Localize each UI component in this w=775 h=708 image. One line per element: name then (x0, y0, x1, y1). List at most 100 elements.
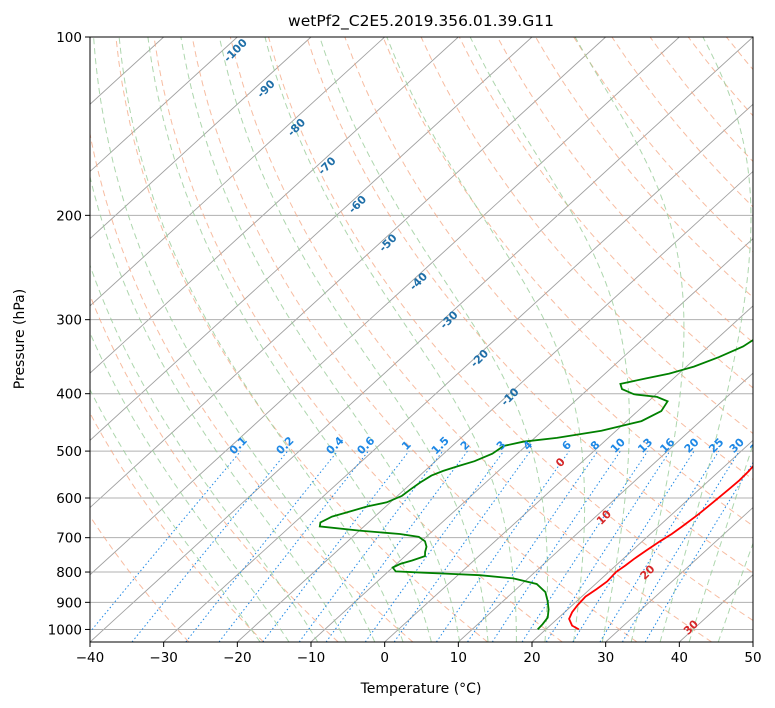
y-tick-label: 300 (56, 313, 82, 329)
sounding-profile-line (318, 338, 753, 631)
y-tick-label: 400 (56, 387, 82, 403)
mixing-ratio-lines (90, 450, 753, 642)
isotherm-line (310, 238, 753, 642)
dry-adiabat-line (726, 37, 753, 71)
moist-adiabat-label: 0 (553, 455, 568, 470)
x-tick-label: −30 (149, 650, 178, 666)
moist-adiabat-line (218, 37, 489, 642)
isotherm-line (90, 37, 680, 576)
mixing-ratio-label: 13 (635, 436, 655, 456)
x-tick-label: −10 (297, 650, 326, 666)
x-axis-ticks: −40 −30 −20 −10 0 10 20 30 40 50 (76, 642, 762, 666)
y-tick-label: 100 (56, 30, 82, 46)
isotherm-line (90, 37, 312, 240)
x-tick-label: −20 (223, 650, 252, 666)
chart-title: wetPf2_C2E5.2019.356.01.39.G11 (288, 12, 554, 31)
mixing-ratio-line (621, 450, 740, 642)
mixing-ratio-line (545, 450, 671, 642)
isotherm-line (384, 305, 753, 642)
mixing-ratio-line (131, 450, 288, 642)
isotherm-line (458, 372, 753, 642)
dry-adiabat-line (268, 37, 753, 622)
dry-adiabat-line (496, 37, 753, 344)
y-axis-ticks: 100 200 300 400 500 600 700 800 900 1000 (48, 30, 90, 638)
mixing-ratio-label: 36 (748, 435, 768, 455)
dry-adiabat-line (229, 37, 712, 642)
dry-adiabat-line (535, 37, 753, 298)
mixing-ratio-label: 25 (706, 436, 726, 456)
isotherm-line (90, 37, 238, 173)
dry-adiabat-label: -20 (468, 347, 491, 370)
mixing-ratio-label: 20 (682, 435, 702, 455)
isotherm-line (90, 37, 459, 374)
moist-adiabat-line (469, 37, 630, 642)
moist-adiabat-line (659, 37, 752, 642)
dry-adiabat-line (191, 37, 638, 642)
moist-adiabat-line (180, 37, 461, 642)
mixing-ratio-label: 0.4 (324, 434, 347, 457)
mixing-ratio-label: 0.6 (354, 434, 377, 457)
dry-adiabat-line (382, 37, 753, 481)
moist-adiabat-line (93, 37, 376, 642)
x-tick-label: 50 (744, 650, 761, 666)
mixing-ratio-label: 16 (657, 435, 677, 455)
isotherm-line (605, 506, 753, 642)
dry-adiabat-label: -90 (254, 77, 277, 100)
x-tick-label: 0 (380, 650, 389, 666)
mixing-ratio-line (90, 450, 242, 633)
sounding-series (318, 338, 753, 631)
mixing-ratio-line (262, 450, 410, 642)
moist-adiabat-line (90, 331, 290, 642)
mixing-ratio-line (393, 450, 531, 642)
dry-adiabat-line (90, 412, 264, 642)
mixing-ratio-line (325, 450, 468, 642)
mixing-ratio-line (521, 450, 649, 642)
dry-adiabat-label: -10 (498, 385, 521, 408)
isotherm-line (752, 641, 753, 642)
mixing-ratio-line (435, 450, 570, 642)
y-tick-label: 600 (56, 491, 82, 507)
mixing-ratio-line (298, 450, 444, 642)
x-tick-label: 40 (671, 650, 688, 666)
mixing-ratio-label: 1.5 (429, 434, 452, 457)
x-tick-label: 30 (597, 650, 614, 666)
isotherm-line (237, 170, 753, 642)
isotherm-line (163, 103, 753, 642)
moist-adiabat-line (147, 37, 432, 642)
dry-adiabat-label: -70 (315, 154, 338, 177)
dry-adiabat-line (420, 37, 753, 435)
isotherm-lines (90, 37, 753, 642)
mixing-ratio-label: 0.1 (227, 434, 250, 457)
dry-adiabat-line (115, 37, 488, 642)
moist-adiabat-label: 40 (725, 672, 745, 692)
y-tick-label: 500 (56, 444, 82, 460)
mixing-ratio-line (599, 450, 720, 642)
mixing-ratio-line (467, 450, 599, 642)
dry-adiabat-label: -50 (376, 231, 399, 254)
y-tick-label: 900 (56, 595, 82, 611)
y-tick-label: 800 (56, 565, 82, 581)
plot-frame (89, 36, 754, 643)
moist-adiabat-line (90, 263, 319, 642)
dry-adiabat-label: -100 (221, 36, 250, 65)
moist-adiabat-line (90, 388, 261, 642)
mixing-ratio-line (364, 450, 505, 642)
moist-adiabat-label: 20 (638, 562, 658, 582)
mixing-ratio-label: 0.2 (274, 434, 297, 457)
sounding-profile-line (568, 464, 753, 631)
dry-adiabat-line (765, 37, 775, 642)
x-tick-label: −40 (76, 650, 105, 666)
moist-adiabat-line (118, 37, 404, 642)
dry-adiabat-label: -80 (285, 116, 308, 139)
moist-adiabat-label: 10 (594, 507, 614, 527)
mixing-ratio-line (185, 450, 338, 642)
dry-adiabat-line (153, 37, 563, 642)
isotherm-line (90, 37, 753, 642)
mixing-ratio-line (491, 450, 621, 642)
dry-adiabat-line (90, 131, 414, 642)
isotherm-line (90, 37, 606, 509)
moist-adiabat-line (264, 37, 517, 642)
dry-adiabat-line (649, 37, 753, 163)
x-tick-label: 20 (523, 650, 540, 666)
